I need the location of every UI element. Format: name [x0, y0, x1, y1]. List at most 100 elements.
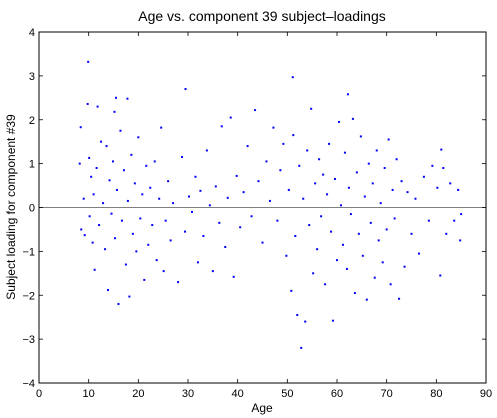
- data-point: [117, 303, 120, 306]
- data-point: [320, 215, 323, 218]
- data-point: [153, 160, 156, 163]
- data-point: [261, 241, 264, 244]
- data-point: [199, 189, 202, 192]
- data-point: [318, 158, 321, 161]
- data-point: [381, 261, 384, 264]
- data-point: [310, 107, 313, 110]
- data-point: [363, 195, 366, 198]
- data-point: [169, 239, 172, 242]
- x-tick-label: 40: [232, 388, 244, 400]
- y-tick-label: −4: [22, 378, 35, 390]
- data-point: [190, 210, 193, 213]
- data-point: [235, 174, 238, 177]
- data-point: [453, 219, 456, 222]
- chart-title: Age vs. component 39 subject–loadings: [138, 8, 386, 24]
- data-point: [353, 292, 356, 295]
- data-point: [385, 228, 388, 231]
- data-point: [330, 230, 333, 233]
- data-point: [181, 156, 184, 159]
- x-tick-label: 30: [182, 388, 194, 400]
- data-point: [119, 129, 122, 132]
- data-point: [298, 164, 301, 167]
- data-point: [98, 224, 101, 227]
- data-point: [95, 167, 98, 170]
- data-point: [337, 120, 340, 123]
- data-point: [361, 254, 364, 257]
- data-point: [164, 219, 167, 222]
- data-point: [257, 180, 260, 183]
- data-point: [232, 275, 235, 278]
- data-point: [312, 272, 315, 275]
- data-point: [149, 186, 152, 189]
- data-point: [291, 76, 294, 79]
- data-point: [442, 167, 445, 170]
- data-point: [410, 232, 413, 235]
- data-point: [105, 145, 108, 148]
- x-tick-label: 50: [281, 388, 293, 400]
- x-tick-label: 10: [83, 388, 95, 400]
- data-point: [302, 197, 305, 200]
- data-point: [113, 237, 116, 240]
- data-point: [328, 142, 331, 145]
- data-point: [287, 188, 290, 191]
- data-point: [151, 224, 154, 227]
- data-point: [387, 138, 390, 141]
- data-point: [460, 213, 463, 216]
- data-point: [355, 171, 358, 174]
- y-tick-label: 4: [29, 27, 35, 39]
- x-axis-ticks: 0 10 20 30 40 50 60 70 80 90: [36, 32, 492, 400]
- y-axis-label: Subject loading for component #39: [4, 114, 18, 300]
- data-point: [147, 243, 150, 246]
- data-point: [114, 96, 117, 99]
- data-point: [79, 126, 82, 129]
- data-point: [254, 109, 257, 112]
- data-point: [379, 202, 382, 205]
- data-point: [383, 167, 386, 170]
- x-tick-label: 70: [381, 388, 393, 400]
- data-point: [398, 297, 401, 300]
- data-point: [345, 267, 348, 270]
- y-tick-label: 1: [29, 159, 35, 171]
- data-point: [389, 283, 392, 286]
- data-point: [268, 199, 271, 202]
- data-point: [296, 313, 299, 316]
- data-point: [369, 221, 372, 224]
- data-point: [250, 215, 253, 218]
- data-point: [357, 232, 360, 235]
- data-point: [440, 148, 443, 151]
- data-point: [226, 196, 229, 199]
- data-point: [391, 188, 394, 191]
- data-point: [306, 149, 309, 152]
- data-point: [184, 230, 187, 233]
- data-point: [290, 289, 293, 292]
- data-point: [83, 234, 86, 237]
- data-point: [377, 239, 380, 242]
- data-point: [108, 179, 111, 182]
- data-point: [145, 164, 148, 167]
- x-tick-label: 80: [430, 388, 442, 400]
- data-point: [445, 232, 448, 235]
- data-point: [78, 162, 81, 165]
- y-tick-label: 2: [29, 115, 35, 127]
- data-point: [403, 265, 406, 268]
- data-point: [316, 248, 319, 251]
- data-point: [88, 156, 91, 159]
- data-point: [304, 320, 307, 323]
- data-point: [279, 169, 282, 172]
- data-point: [120, 219, 123, 222]
- y-tick-label: 0: [29, 203, 35, 215]
- data-point: [202, 235, 205, 238]
- data-point: [339, 204, 342, 207]
- data-point: [214, 185, 217, 188]
- data-point: [326, 193, 329, 196]
- data-point: [141, 193, 144, 196]
- data-point: [158, 197, 161, 200]
- data-point: [341, 243, 344, 246]
- x-tick-label: 90: [480, 388, 492, 400]
- data-point: [112, 160, 115, 163]
- data-point: [172, 202, 175, 205]
- data-point: [422, 175, 425, 178]
- data-point: [102, 202, 105, 205]
- data-point: [100, 140, 103, 143]
